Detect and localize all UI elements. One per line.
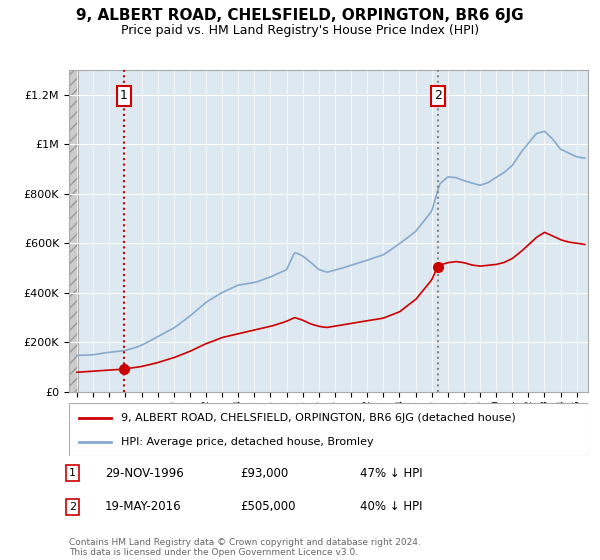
Text: £505,000: £505,000 [240,500,296,514]
Text: Price paid vs. HM Land Registry's House Price Index (HPI): Price paid vs. HM Land Registry's House … [121,24,479,36]
Text: 2: 2 [69,502,76,512]
Text: 47% ↓ HPI: 47% ↓ HPI [360,466,422,480]
Text: Contains HM Land Registry data © Crown copyright and database right 2024.
This d: Contains HM Land Registry data © Crown c… [69,538,421,557]
Text: 1: 1 [120,90,128,102]
Text: 29-NOV-1996: 29-NOV-1996 [105,466,184,480]
Text: 9, ALBERT ROAD, CHELSFIELD, ORPINGTON, BR6 6JG (detached house): 9, ALBERT ROAD, CHELSFIELD, ORPINGTON, B… [121,413,515,423]
Text: £93,000: £93,000 [240,466,288,480]
Text: 9, ALBERT ROAD, CHELSFIELD, ORPINGTON, BR6 6JG: 9, ALBERT ROAD, CHELSFIELD, ORPINGTON, B… [76,8,524,24]
Text: 2: 2 [434,90,442,102]
Text: 40% ↓ HPI: 40% ↓ HPI [360,500,422,514]
Text: 1: 1 [69,468,76,478]
Text: 19-MAY-2016: 19-MAY-2016 [105,500,182,514]
Bar [69,70,79,392]
FancyBboxPatch shape [69,403,588,456]
Text: HPI: Average price, detached house, Bromley: HPI: Average price, detached house, Brom… [121,436,374,446]
